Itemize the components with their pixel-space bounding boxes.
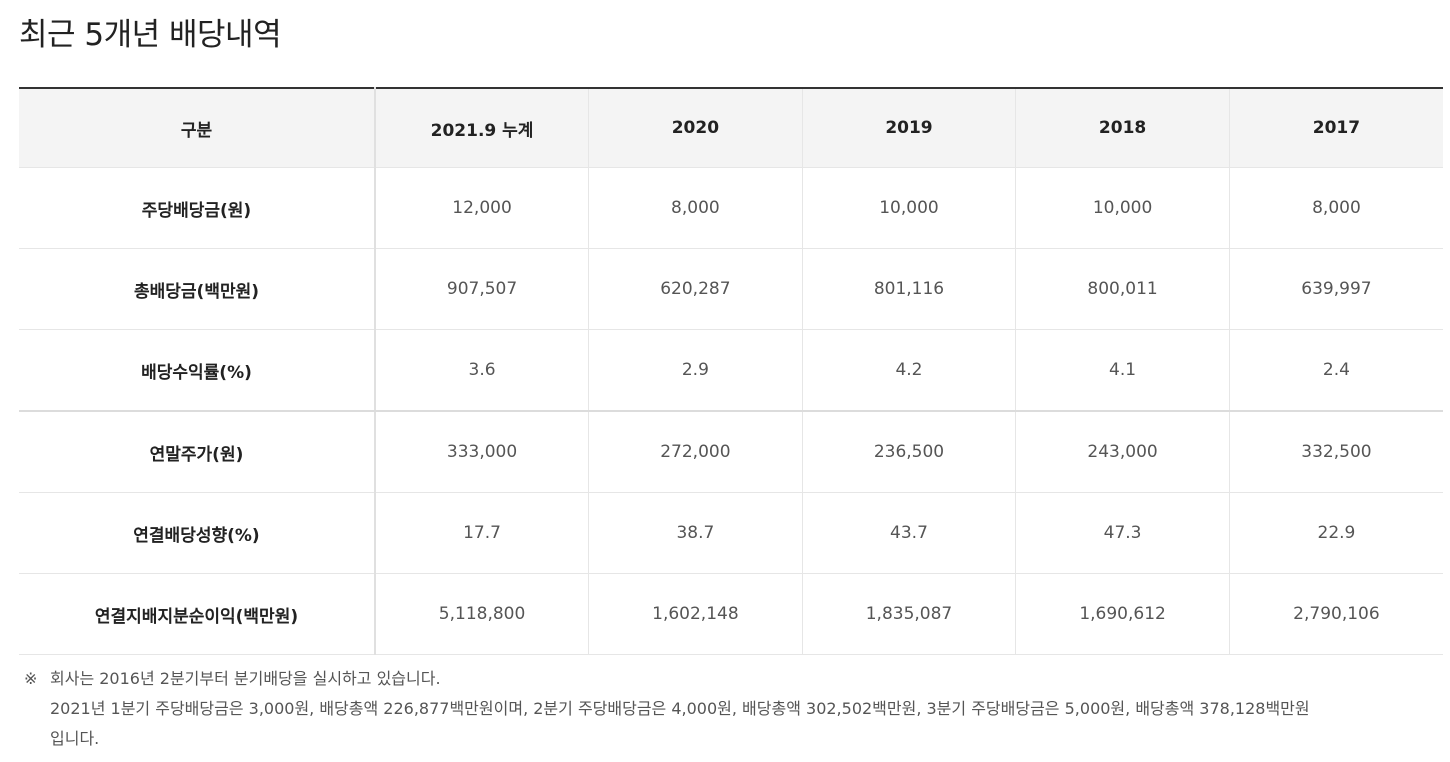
table-cell: 3.6 xyxy=(374,329,589,412)
table-cell: 243,000 xyxy=(1015,411,1230,493)
table-cell: 1,835,087 xyxy=(801,573,1016,655)
header-2021-9: 2021.9 누계 xyxy=(374,88,589,168)
table-cell: 639,997 xyxy=(1228,248,1443,330)
table-row: 연결지배지분순이익(백만원) 5,118,800 1,602,148 1,835… xyxy=(19,573,1443,655)
table-cell: 236,500 xyxy=(801,411,1016,493)
footnote-text: 회사는 2016년 2분기부터 분기배당을 실시하고 있습니다. xyxy=(50,669,441,688)
table-cell: 620,287 xyxy=(588,248,803,330)
row-label: 주당배당금(원) xyxy=(19,167,375,249)
table-row: 총배당금(백만원) 907,507 620,287 801,116 800,01… xyxy=(19,248,1443,330)
table-cell: 272,000 xyxy=(588,411,803,493)
table-cell: 5,118,800 xyxy=(374,573,589,655)
table-cell: 1,602,148 xyxy=(588,573,803,655)
row-label: 연말주가(원) xyxy=(19,411,375,493)
table-row: 배당수익률(%) 3.6 2.9 4.2 4.1 2.4 xyxy=(19,329,1443,412)
footnote-line-2: 2021년 1분기 주당배당금은 3,000원, 배당총액 226,877백만원… xyxy=(50,699,1310,718)
table-cell: 4.1 xyxy=(1015,329,1230,412)
table-cell: 10,000 xyxy=(1015,167,1230,249)
table-cell: 47.3 xyxy=(1015,492,1230,574)
footnote-line-1: ※ 회사는 2016년 2분기부터 분기배당을 실시하고 있습니다. xyxy=(24,664,1444,694)
dividend-table: 구분 2021.9 누계 2020 2019 2018 2017 주당배당금(원… xyxy=(19,87,1443,655)
table-cell: 2,790,106 xyxy=(1228,573,1443,655)
table-cell: 22.9 xyxy=(1228,492,1443,574)
table-cell: 800,011 xyxy=(1015,248,1230,330)
table-cell: 8,000 xyxy=(1228,167,1443,249)
table-cell: 43.7 xyxy=(801,492,1016,574)
table-cell: 2.9 xyxy=(588,329,803,412)
row-label: 연결지배지분순이익(백만원) xyxy=(19,573,375,655)
header-2020: 2020 xyxy=(588,88,803,168)
table-cell: 907,507 xyxy=(374,248,589,330)
table-row: 주당배당금(원) 12,000 8,000 10,000 10,000 8,00… xyxy=(19,167,1443,249)
table-cell: 17.7 xyxy=(374,492,589,574)
header-category: 구분 xyxy=(19,88,375,168)
table-cell: 333,000 xyxy=(374,411,589,493)
row-label: 연결배당성향(%) xyxy=(19,492,375,574)
row-label: 배당수익률(%) xyxy=(19,329,375,412)
header-2019: 2019 xyxy=(801,88,1016,168)
table-cell: 1,690,612 xyxy=(1015,573,1230,655)
row-label: 총배당금(백만원) xyxy=(19,248,375,330)
table-cell: 4.2 xyxy=(801,329,1016,412)
reference-mark-icon: ※ xyxy=(24,669,38,688)
table-cell: 10,000 xyxy=(801,167,1016,249)
header-2017: 2017 xyxy=(1228,88,1443,168)
table-header-row: 구분 2021.9 누계 2020 2019 2018 2017 xyxy=(19,88,1443,168)
table-cell: 38.7 xyxy=(588,492,803,574)
table-cell: 332,500 xyxy=(1228,411,1443,493)
header-2018: 2018 xyxy=(1015,88,1230,168)
table-cell: 2.4 xyxy=(1228,329,1443,412)
page-title: 최근 5개년 배당내역 xyxy=(19,17,282,53)
table-cell: 8,000 xyxy=(588,167,803,249)
footnote: ※ 회사는 2016년 2분기부터 분기배당을 실시하고 있습니다. 2021년… xyxy=(24,664,1444,754)
table-cell: 12,000 xyxy=(374,167,589,249)
table-cell: 801,116 xyxy=(801,248,1016,330)
table-row: 연결배당성향(%) 17.7 38.7 43.7 47.3 22.9 xyxy=(19,492,1443,574)
table-row: 연말주가(원) 333,000 272,000 236,500 243,000 … xyxy=(19,411,1443,493)
footnote-line-3: 입니다. xyxy=(50,729,100,748)
